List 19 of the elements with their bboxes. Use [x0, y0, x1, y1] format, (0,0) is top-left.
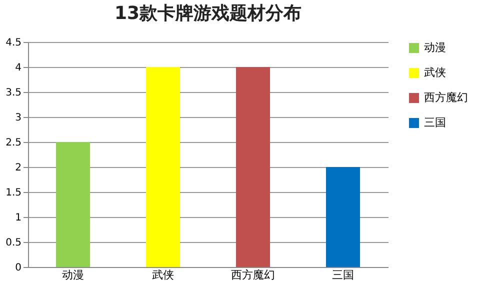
y-tick-label: 0: [15, 262, 22, 274]
y-tick-label: 1: [15, 212, 22, 224]
legend-label: 三国: [424, 116, 446, 129]
legend-label: 动漫: [424, 41, 446, 54]
y-tick-label: 0.5: [6, 238, 22, 248]
x-tick-label: 三国: [332, 268, 354, 282]
y-tick-label: 3: [15, 112, 22, 124]
legend-label: 西方魔幻: [424, 91, 468, 104]
y-tick-label: 4.5: [6, 38, 22, 48]
chart-title: 13款卡牌游戏题材分布: [114, 3, 302, 24]
y-tick-label: 2: [15, 162, 22, 174]
x-tick-label: 动漫: [62, 268, 84, 282]
y-tick-label: 2.5: [6, 138, 22, 148]
y-tick-label: 4: [15, 62, 22, 74]
legend-label: 武侠: [424, 66, 446, 79]
y-tick-label: 1.5: [6, 188, 22, 198]
y-tick-label: 3.5: [6, 88, 22, 98]
x-tick-label: 西方魔幻: [231, 268, 275, 282]
x-tick-label: 武侠: [152, 268, 174, 282]
